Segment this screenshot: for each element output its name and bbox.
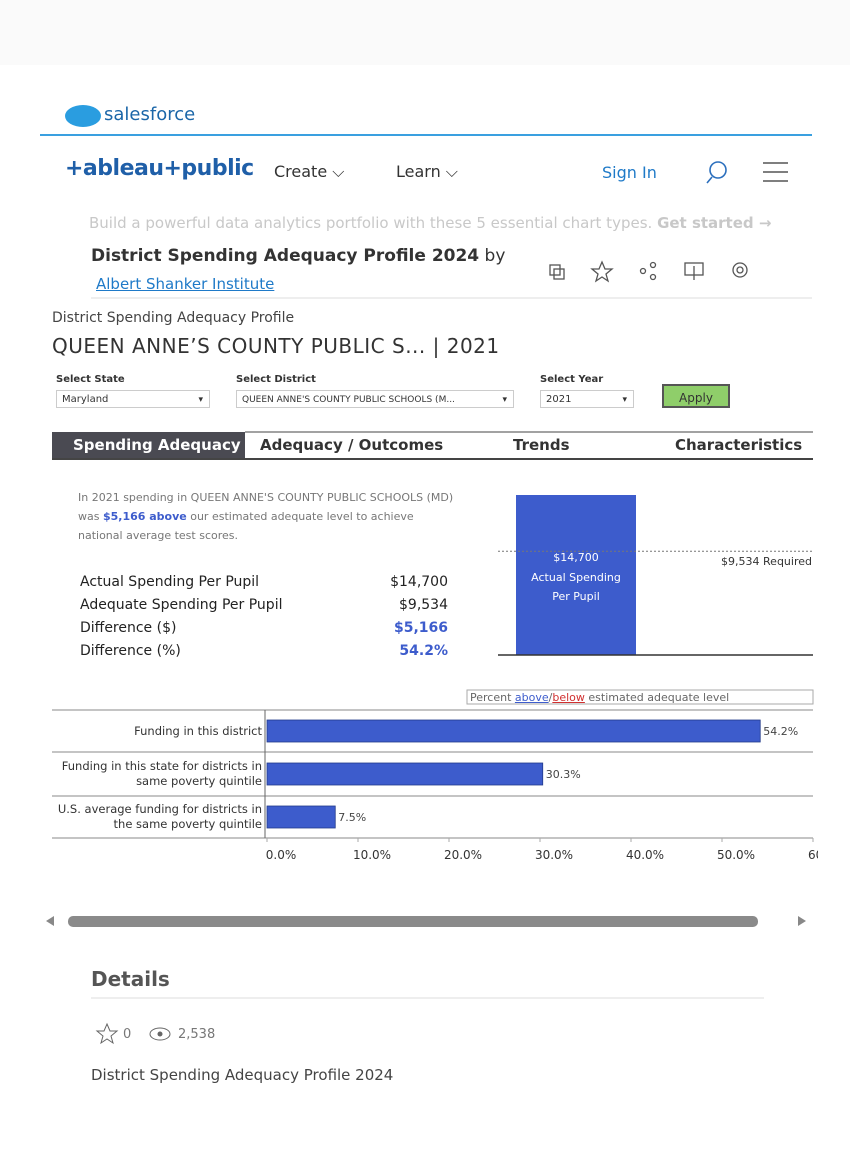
- by: by: [484, 246, 506, 266]
- brand: salesforce: [104, 104, 196, 125]
- bar-value-label: 7.5%: [338, 811, 366, 824]
- dash-subtitle: District Spending Adequacy Profile: [52, 310, 295, 326]
- summary-text: In 2021 spending in QUEEN ANNE'S COUNTY …: [78, 491, 454, 523]
- bar: [266, 805, 336, 829]
- summary-highlight: $5,166 above: [102, 510, 187, 523]
- bar-value-label: 54.2%: [763, 725, 798, 738]
- details-heading: Details: [91, 967, 170, 991]
- top-band: [0, 0, 850, 65]
- title-text: District Spending Adequacy Profile 2024: [91, 246, 480, 266]
- tab[interactable]: Trends: [513, 436, 570, 454]
- category-label: Funding in this district: [134, 723, 262, 738]
- bar: [266, 762, 544, 786]
- badge-icon[interactable]: [732, 262, 748, 278]
- spending-bar: [516, 495, 636, 655]
- x-tick-label: 20.0%: [444, 848, 482, 862]
- favorites-count: 0: [123, 1027, 132, 1042]
- stat-value: $9,534: [399, 597, 448, 613]
- scrollbar-thumb[interactable]: [68, 916, 758, 927]
- author-link[interactable]: Albert Shanker Institute: [96, 275, 275, 293]
- x-tick-label: 0.0%: [266, 848, 297, 862]
- filter-select[interactable]: QUEEN ANNE'S COUNTY PUBLIC SCHOOLS (M...: [236, 390, 514, 409]
- nav-create[interactable]: Create ⌵: [274, 162, 345, 181]
- apply-button[interactable]: Apply: [662, 384, 730, 408]
- bar-value-label: $14,700: [553, 551, 599, 564]
- legend-above: above: [514, 691, 549, 704]
- legend-box: [466, 689, 814, 705]
- copy-icon-back: [553, 268, 565, 280]
- legend-below: below: [552, 691, 585, 704]
- search-icon[interactable]: [709, 161, 727, 179]
- bar-category: Actual Spending Per Pupil: [531, 571, 621, 603]
- row-rules: [52, 709, 813, 839]
- summary: In 2021 spending in QUEEN ANNE'S COUNTY …: [78, 488, 458, 545]
- stat-value: $5,166: [393, 620, 448, 636]
- workbook-title: District Spending Adequacy Profile 2024 …: [91, 246, 505, 266]
- copy-icon[interactable]: [549, 264, 561, 276]
- banner: Build a powerful data analytics portfoli…: [89, 214, 771, 232]
- toolbar-icons: [549, 260, 748, 283]
- favorite-icon[interactable]: [590, 260, 614, 283]
- filter-select[interactable]: Maryland: [56, 390, 210, 409]
- legend-text: /: [548, 691, 553, 704]
- category-label: Funding in this state for districts in s…: [61, 759, 262, 788]
- tab[interactable]: Adequacy / Outcomes: [260, 436, 444, 454]
- x-tick-label: 60.0%: [808, 848, 846, 862]
- banner-link[interactable]: Get started →: [657, 214, 772, 232]
- menu-icon[interactable]: [763, 162, 788, 182]
- x-tick-label: 30.0%: [535, 848, 573, 862]
- dash-title: QUEEN ANNE’S COUNTY PUBLIC S... | 2021: [52, 334, 500, 358]
- scroll-right[interactable]: [798, 916, 806, 926]
- stat-label: Adequate Spending Per Pupil: [80, 597, 283, 613]
- nav-label: Create: [274, 162, 328, 181]
- eye-icon: [149, 1027, 171, 1041]
- details-description: District Spending Adequacy Profile 2024: [91, 1066, 394, 1084]
- stat-value: $14,700: [390, 574, 448, 590]
- required-label: $9,534 Required: [721, 555, 812, 568]
- category-label: U.S. average funding for districts in th…: [57, 802, 262, 831]
- stat-label: Actual Spending Per Pupil: [80, 574, 260, 590]
- filter-label: Select State: [56, 374, 125, 385]
- legend-text: Percent: [470, 691, 515, 704]
- search-icon-handle: [706, 176, 713, 184]
- tick-group: 0.0% 10.0% 20.0% 30.0% 40.0% 50.0% 60.0%: [266, 838, 846, 862]
- tab-active[interactable]: Spending Adequacy: [73, 436, 241, 454]
- bar: [266, 719, 761, 743]
- nav-label: Learn: [396, 162, 441, 181]
- filter-label: Select District: [236, 374, 316, 385]
- star-icon[interactable]: [95, 1022, 119, 1045]
- x-tick-label: 50.0%: [717, 848, 755, 862]
- sign-in[interactable]: Sign In: [602, 163, 657, 182]
- filter-select[interactable]: 2021: [540, 390, 634, 409]
- logo[interactable]: +ableau+public: [65, 156, 254, 181]
- stat-label: Difference (%): [80, 643, 181, 659]
- active-tab-bg: [52, 432, 245, 459]
- views-count: 2,538: [178, 1027, 216, 1042]
- tab[interactable]: Characteristics: [675, 436, 803, 454]
- summary-text: our estimated adequate level to achieve …: [78, 510, 414, 542]
- salesforce-cloud: [65, 105, 101, 127]
- filter-label: Select Year: [540, 374, 604, 385]
- scroll-left[interactable]: [46, 916, 54, 926]
- nav-learn[interactable]: Learn ⌵: [396, 162, 458, 181]
- stat-value: 54.2%: [399, 643, 448, 659]
- share-icon[interactable]: [639, 267, 647, 275]
- banner-text: Build a powerful data analytics portfoli…: [89, 214, 653, 232]
- legend: Percent above/below estimated adequate l…: [470, 691, 729, 704]
- x-tick-label: 40.0%: [626, 848, 664, 862]
- legend-text: estimated adequate level: [584, 691, 730, 704]
- bar-value-label: 30.3%: [546, 768, 581, 781]
- x-tick-label: 10.0%: [353, 848, 391, 862]
- stat-label: Difference ($): [80, 620, 177, 636]
